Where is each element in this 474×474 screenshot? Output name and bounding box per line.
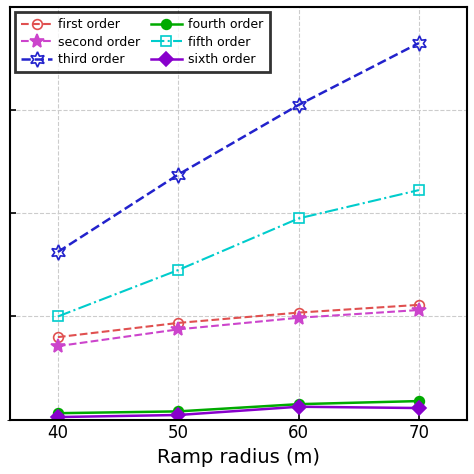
X-axis label: Ramp radius (m): Ramp radius (m) (157, 448, 320, 467)
Legend: first order, second order, third order, fourth order, fifth order, sixth order: first order, second order, third order, … (15, 12, 270, 72)
